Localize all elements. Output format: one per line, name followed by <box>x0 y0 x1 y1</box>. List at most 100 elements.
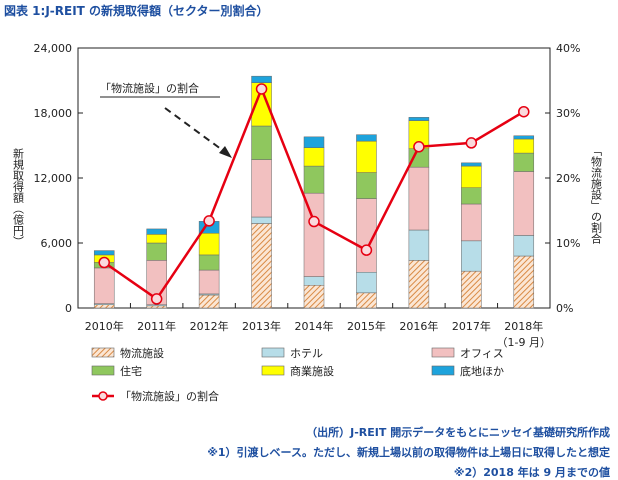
annotation-label: 「物流施設」の割合 <box>100 81 199 95</box>
x-tick-label: 2013年 <box>242 319 281 333</box>
footnote-2: ※2）2018 年は 9 月までの値 <box>453 466 610 479</box>
ratio-line-layer <box>98 83 530 305</box>
x-tick-label: 2010年 <box>85 319 124 333</box>
bar-segment <box>303 285 325 309</box>
bar-segment <box>251 223 272 309</box>
bar-segment <box>93 304 115 309</box>
figure-title: 図表 1:J-REIT の新規取得額（セクター別割合） <box>4 4 269 18</box>
bar-segment <box>146 242 167 261</box>
bar-segment <box>461 165 482 188</box>
bar-segment <box>93 267 115 304</box>
legend-swatch <box>91 347 115 358</box>
source-note: （出所）J-REIT 開示データをもとにニッセイ基礎研究所作成 <box>306 426 610 439</box>
legend-swatch <box>91 365 115 376</box>
bar-segment <box>93 250 115 256</box>
legend-swatch <box>261 347 285 358</box>
bars-layer <box>93 75 535 309</box>
bar-segment <box>408 166 430 231</box>
bar-segment <box>408 229 430 261</box>
ratio-point <box>203 215 215 227</box>
y2-tick-label: 0% <box>556 302 573 315</box>
bar-segment <box>461 162 482 167</box>
ratio-point <box>518 105 530 118</box>
bar-segment <box>513 138 535 154</box>
bar-segment <box>198 269 220 295</box>
bar-segment <box>146 305 167 309</box>
x-tick-label: 2011年 <box>137 319 176 333</box>
legend-swatch <box>431 365 455 376</box>
y-axis-label: 新規取得額（億円） <box>12 147 25 247</box>
bar-segment <box>461 187 482 205</box>
bar-segment <box>408 117 430 121</box>
x-tick-label: 2014年 <box>295 319 334 333</box>
y2-tick-label: 40% <box>556 42 580 55</box>
x-tick-label: 2015年 <box>347 319 386 333</box>
bar-segment <box>356 292 377 309</box>
bar-segment <box>461 203 482 242</box>
ratio-point <box>465 137 478 149</box>
bar-segment <box>303 165 325 194</box>
bar-segment <box>146 234 167 244</box>
y-tick-label: 0 <box>65 302 72 315</box>
bar-segment <box>198 254 220 271</box>
legend-swatch <box>431 347 455 358</box>
legend-label: 底地ほか <box>460 364 504 378</box>
ratio-point <box>255 83 268 95</box>
y-tick-label: 6,000 <box>41 237 73 250</box>
y-tick-label: 24,000 <box>34 42 73 55</box>
bar-segment <box>461 270 482 309</box>
bar-segment <box>513 152 535 172</box>
y2-tick-label: 20% <box>556 172 580 185</box>
bar-segment <box>513 171 535 236</box>
bar-segment <box>356 134 377 142</box>
y-tick-label: 12,000 <box>34 172 73 185</box>
bar-segment <box>513 135 535 140</box>
x-tick-label: 2012年 <box>190 319 229 333</box>
ratio-point <box>308 215 320 228</box>
x-tick-sublabel: （1-9 月） <box>497 336 551 349</box>
x-tick-label: 2017年 <box>452 319 491 333</box>
bar-segment <box>251 159 272 218</box>
bar-segment <box>198 294 220 309</box>
footnote-1: ※1）引渡しベース。ただし、新規上場以前の取得物件は上場日に取得したと想定 <box>207 446 610 459</box>
bar-segment <box>461 240 482 272</box>
legend-label: ホテル <box>290 347 323 360</box>
ratio-point <box>413 141 425 153</box>
bar-segment <box>303 276 325 286</box>
ratio-point <box>360 244 373 256</box>
bar-segment <box>251 216 272 224</box>
y-tick-label: 18,000 <box>34 107 73 120</box>
bar-segment <box>356 140 377 173</box>
bar-segment <box>356 272 377 294</box>
x-tick-label: 2018年 <box>504 319 543 333</box>
annotation-arrowhead <box>219 146 232 158</box>
ratio-point <box>150 293 163 305</box>
x-tick-label: 2016年 <box>399 319 438 333</box>
y2-tick-label: 10% <box>556 237 580 250</box>
legend-label: オフィス <box>460 347 504 360</box>
annotation-arrow <box>164 107 226 153</box>
axis-ticks-layer: 0 6,000 12,000 18,000 24,000 0% 10% 20% 30% 40% 20… <box>34 42 581 349</box>
y2-tick-label: 30% <box>556 107 580 120</box>
bar-segment <box>146 228 167 235</box>
bar-segment <box>251 125 272 160</box>
annotation-layer: 「物流施設」の割合 <box>100 81 232 158</box>
bar-segment <box>303 136 325 148</box>
legend-label: 商業施設 <box>290 364 334 378</box>
bar-segment <box>251 75 272 83</box>
legend-label: 住宅 <box>120 364 142 378</box>
legend-label: 物流施設 <box>120 346 164 360</box>
bar-segment <box>356 172 377 199</box>
bar-segment <box>198 233 220 256</box>
bar-segment <box>513 255 535 309</box>
legend-line-label: 「物流施設」の割合 <box>120 389 219 403</box>
bar-segment <box>513 235 535 257</box>
legend-swatch <box>261 365 285 376</box>
bar-segment <box>408 260 430 309</box>
bar-segment <box>303 147 325 167</box>
ratio-point <box>98 256 110 269</box>
legend-line-marker <box>98 391 108 401</box>
y2-axis-label: 「物流施設」の割合 <box>590 145 603 244</box>
